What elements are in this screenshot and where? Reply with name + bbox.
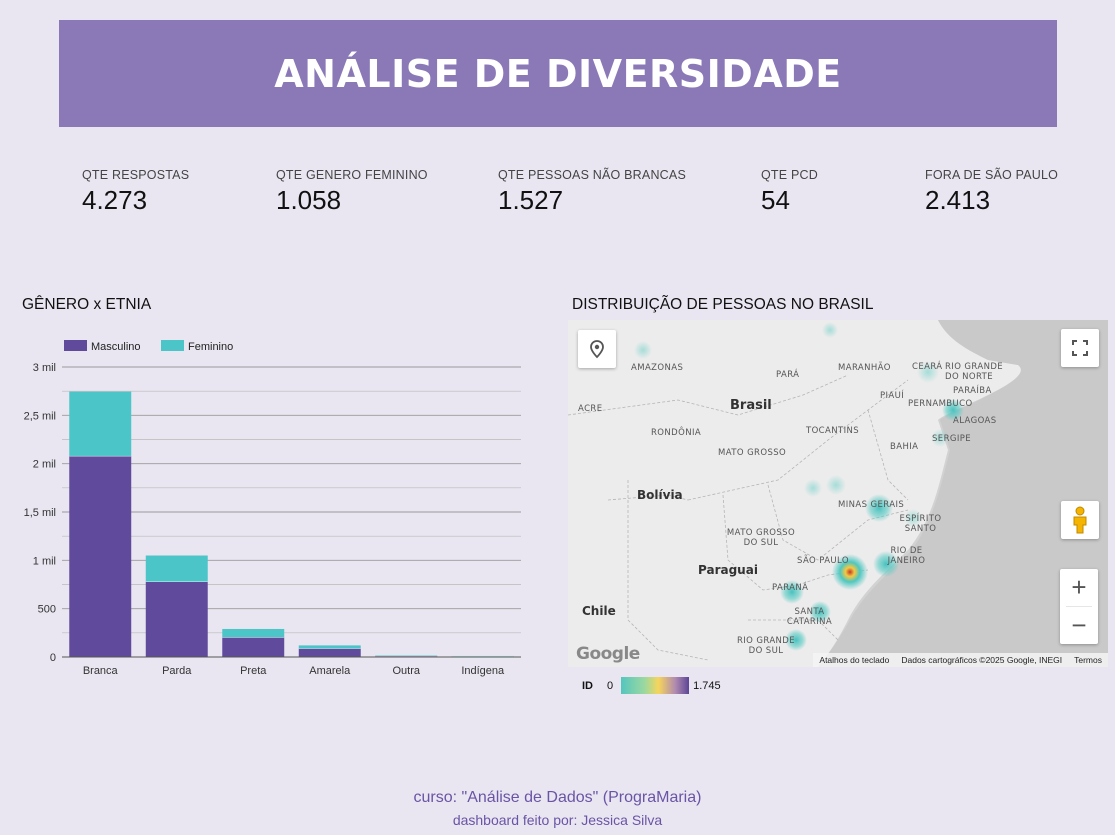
- map-label-piaui: PIAUÍ: [880, 391, 905, 401]
- map-label-ceara: CEARÁ: [912, 362, 943, 372]
- gender-ethnicity-chart: 0 500 1 mil 1,5 mil 2 mil 2,5 mil 3 mil Branca P…: [24, 340, 521, 677]
- map-label-chile: Chile: [582, 604, 616, 618]
- street-view-button[interactable]: [1061, 501, 1099, 539]
- fullscreen-icon: [1072, 340, 1088, 356]
- map-label-amazonas: AMAZONAS: [631, 363, 684, 373]
- kpi-label: FORA DE SÃO PAULO: [925, 168, 1059, 182]
- y-tick-label: 2 mil: [33, 459, 56, 471]
- bar-feminino: [298, 645, 361, 649]
- map-attribution: Dados cartográficos ©2025 Google, INEGI: [901, 655, 1063, 665]
- zoom-divider: [1066, 606, 1092, 607]
- zoom-in-button[interactable]: +: [1071, 572, 1087, 602]
- legend-label: Masculino: [91, 341, 141, 353]
- chart-title: GÊNERO x ETNIA: [22, 296, 152, 313]
- map-label-brasil: Brasil: [730, 398, 772, 413]
- bar-feminino: [69, 391, 132, 456]
- heatmap-scale: ID 0 1.745: [582, 677, 721, 694]
- bar-masculino: [222, 637, 285, 657]
- scale-max: 1.745: [693, 679, 721, 692]
- map-label-bahia: BAHIA: [890, 442, 919, 452]
- kpi-label: QTE RESPOSTAS: [82, 168, 190, 182]
- scale-min: 0: [607, 679, 614, 692]
- legend-swatch: [64, 340, 87, 351]
- location-pin-icon: [590, 340, 604, 359]
- map-label-rgn: RIO GRANDE DO NORTE: [945, 362, 1004, 382]
- map-label-rgs: RIO GRANDE DO SUL: [736, 636, 796, 656]
- pegman-icon: [1073, 506, 1087, 534]
- legend-swatch: [161, 340, 184, 351]
- google-logo: Google: [576, 644, 640, 664]
- kpi-respostas: QTE RESPOSTAS 4.273: [82, 168, 189, 216]
- kpi-value: 1.058: [276, 185, 342, 215]
- kpi-value: 1.527: [498, 185, 564, 215]
- brazil-map[interactable]: AMAZONAS PARÁ MARANHÃO CEARÁ RIO GRANDE …: [568, 320, 1108, 667]
- header-banner: ANÁLISE DE DIVERSIDADE: [59, 20, 1057, 127]
- bar-masculino: [69, 455, 132, 657]
- map-label-para: PARÁ: [776, 370, 800, 380]
- map-label-acre: ACRE: [578, 404, 603, 414]
- map-label-sao-paulo: SÃO PAULO: [797, 556, 849, 566]
- map-label-mgs: MATO GROSSO DO SUL: [726, 528, 796, 548]
- footer-author: dashboard feito por: Jessica Silva: [452, 812, 663, 828]
- keyboard-shortcuts-link[interactable]: Atalhos do teclado: [819, 655, 890, 665]
- map-footer: Atalhos do teclado Dados cartográficos ©…: [813, 653, 1108, 667]
- map-background: [568, 320, 1108, 667]
- kpi-value: 2.413: [925, 185, 991, 215]
- map-label-tocantins: TOCANTINS: [806, 426, 860, 436]
- zoom-control: + −: [1060, 569, 1098, 644]
- kpi-value: 4.273: [82, 185, 148, 215]
- kpi-feminino: QTE GENERO FEMININO 1.058: [276, 168, 428, 216]
- kpi-label: QTE GENERO FEMININO: [276, 168, 428, 182]
- bar-masculino: [298, 648, 361, 657]
- map-label-paraguai: Paraguai: [698, 563, 758, 577]
- x-tick-label: Parda: [162, 665, 192, 677]
- kpi-fora-sp: FORA DE SÃO PAULO 2.413: [925, 168, 1058, 216]
- footer-course: curso: "Análise de Dados" (PrograMaria): [413, 789, 702, 806]
- y-tick-label: 2,5 mil: [24, 410, 56, 422]
- kpi-pcd: QTE PCD 54: [761, 168, 818, 216]
- kpi-nao-brancas: QTE PESSOAS NÃO BRANCAS 1.527: [498, 168, 686, 216]
- y-tick-label: 1,5 mil: [24, 507, 56, 519]
- my-location-button[interactable]: [578, 330, 616, 368]
- zoom-out-button[interactable]: −: [1071, 610, 1087, 640]
- map-label-paraiba: PARAÍBA: [953, 386, 992, 396]
- scale-gradient: [621, 677, 690, 694]
- map-label-sergipe: SERGIPE: [932, 434, 972, 444]
- map-label-minas: MINAS GERAIS: [838, 500, 905, 510]
- x-tick-label: Preta: [240, 665, 267, 677]
- scale-label: ID: [582, 679, 593, 692]
- x-tick-label: Branca: [83, 665, 119, 677]
- map-label-parana: PARANÁ: [772, 583, 809, 593]
- page-title: ANÁLISE DE DIVERSIDADE: [274, 51, 842, 96]
- map-label-maranhao: MARANHÃO: [838, 363, 891, 373]
- bar-feminino: [222, 628, 285, 638]
- legend-label: Feminino: [188, 341, 233, 353]
- map-label-rondonia: RONDÔNIA: [651, 428, 702, 438]
- bar-feminino: [145, 555, 208, 582]
- kpi-value: 54: [761, 185, 790, 215]
- y-tick-label: 0: [50, 652, 56, 664]
- map-label-pernambuco: PERNAMBUCO: [908, 399, 973, 409]
- map-label-bolivia: Bolívia: [637, 488, 683, 502]
- x-tick-label: Outra: [392, 665, 420, 677]
- x-tick-label: Amarela: [309, 665, 351, 677]
- bar-masculino: [145, 581, 208, 657]
- bar-masculino: [375, 655, 438, 657]
- y-tick-label: 1 mil: [33, 555, 56, 567]
- map-label-espirito: ESPÍRITO SANTO: [899, 514, 942, 534]
- y-tick-label: 500: [38, 604, 56, 616]
- fullscreen-button[interactable]: [1061, 329, 1099, 367]
- x-tick-label: Indígena: [461, 665, 505, 677]
- kpi-label: QTE PESSOAS NÃO BRANCAS: [498, 168, 686, 182]
- map-label-santa-catarina: SANTA CATARINA: [786, 607, 833, 627]
- map-label-mato-grosso: MATO GROSSO: [718, 448, 787, 458]
- y-tick-label: 3 mil: [33, 362, 56, 374]
- kpi-label: QTE PCD: [761, 168, 818, 182]
- map-title: DISTRIBUIÇÃO DE PESSOAS NO BRASIL: [572, 296, 874, 313]
- map-label-alagoas: ALAGOAS: [953, 416, 997, 426]
- map-label-rio: RIO DE JANEIRO: [887, 546, 926, 566]
- terms-link[interactable]: Termos: [1074, 655, 1102, 665]
